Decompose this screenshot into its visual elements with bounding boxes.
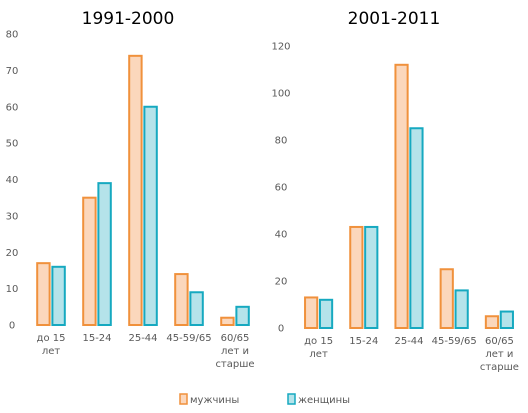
y-tick-label: 120 (271, 42, 290, 53)
bar-women (235, 305, 250, 326)
legend-swatch (179, 393, 188, 405)
y-tick-label: 50 (6, 139, 19, 150)
bar-women (364, 225, 379, 329)
y-tick-label: 80 (275, 136, 288, 147)
category-label: 60/65 лет и старше (480, 336, 519, 373)
y-tick-label: 30 (6, 211, 19, 222)
bar-men (128, 54, 143, 326)
bar-men (82, 196, 97, 326)
bar-men (220, 316, 235, 327)
y-tick-label: 0 (9, 321, 15, 332)
legend-swatch (287, 393, 296, 405)
category-label: 15-24 (349, 336, 378, 347)
bar-men (304, 296, 319, 330)
chart-title: 1991-2000 (82, 9, 175, 29)
y-tick-label: 60 (6, 102, 19, 113)
y-tick-label: 0 (278, 324, 284, 335)
bar-women (454, 289, 469, 329)
category-label: 25-44 (394, 336, 423, 347)
y-tick-label: 100 (271, 89, 290, 100)
bar-women (318, 298, 334, 329)
bar-men (36, 262, 51, 327)
bar-women (51, 265, 66, 326)
bar-men (484, 315, 500, 329)
y-tick-label: 70 (6, 66, 19, 77)
y-tick-label: 20 (275, 277, 288, 288)
y-tick-label: 60 (275, 183, 288, 194)
category-label: до 15 лет (37, 333, 66, 357)
category-label: до 15 лет (304, 336, 333, 360)
category-label: 45-59/65 (166, 333, 211, 344)
bar-men (394, 63, 409, 330)
y-tick-label: 80 (6, 30, 19, 41)
y-tick-label: 40 (275, 230, 288, 241)
legend-label: женщины (298, 395, 350, 406)
category-label: 15-24 (82, 333, 111, 344)
bar-women (97, 182, 112, 326)
chart-2001-2011: 2001-2011 0 20 40 60 80 100 120 до 15 лет 15-24 25-… (271, 9, 519, 373)
bar-women (189, 291, 204, 327)
chart-title: 2001-2011 (348, 9, 441, 29)
category-label: 60/65 лет и старше (215, 333, 254, 370)
legend-label: мужчины (190, 395, 239, 406)
bar-women (499, 310, 514, 329)
bar-men (174, 273, 189, 327)
bar-men (439, 268, 454, 329)
y-tick-label: 40 (6, 175, 19, 186)
chart-1991-2000: 1991-2000 0 10 20 30 40 50 60 70 80 до 15 лет 15-24 2… (6, 9, 255, 370)
bar-women (143, 105, 158, 326)
category-label: 45-59/65 (432, 336, 477, 347)
legend: мужчины женщины (179, 393, 350, 406)
category-label: 25-44 (128, 333, 157, 344)
y-tick-label: 10 (6, 284, 19, 295)
bar-men (349, 225, 364, 329)
bar-women (409, 127, 424, 329)
y-tick-label: 20 (6, 248, 19, 259)
